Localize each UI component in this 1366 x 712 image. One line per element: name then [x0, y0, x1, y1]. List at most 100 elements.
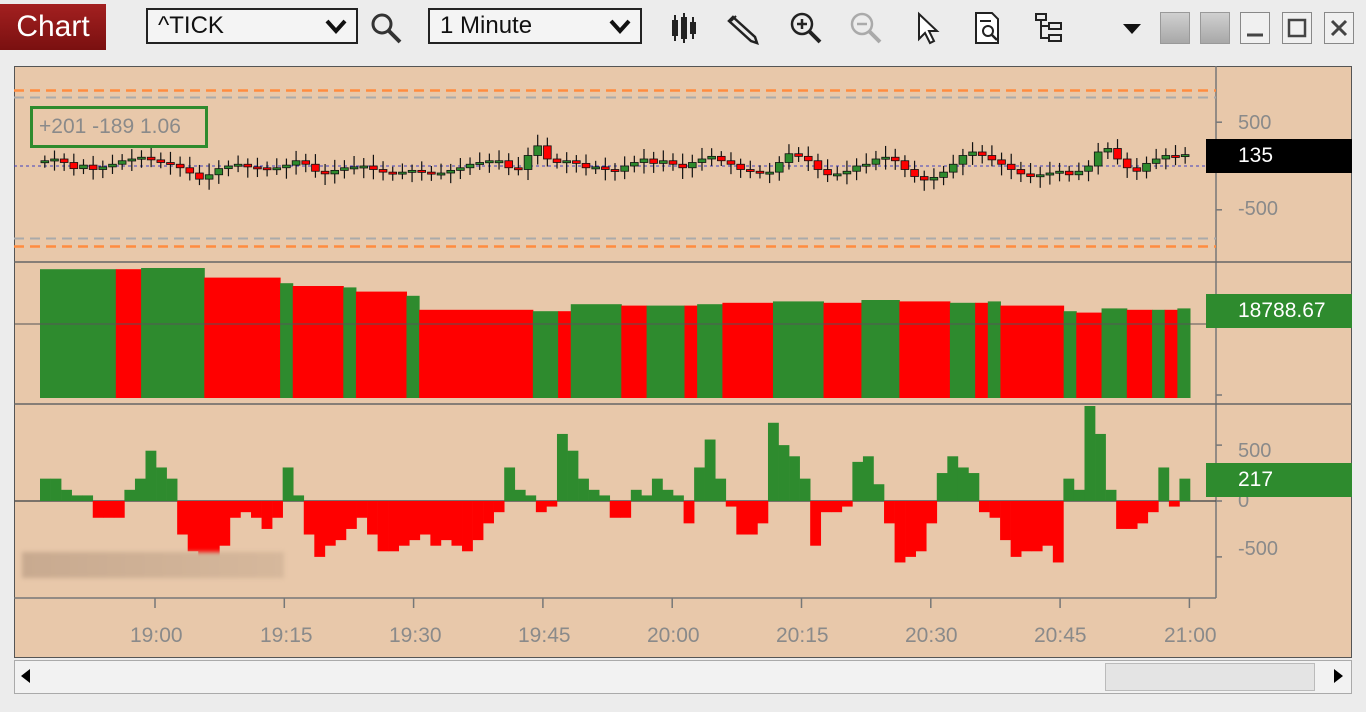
histogram-bar	[599, 495, 611, 501]
histogram-bar	[894, 501, 906, 563]
area-bar	[355, 291, 407, 398]
candle-body	[1161, 155, 1171, 160]
zoom-out-button[interactable]	[846, 8, 886, 48]
candle-body	[417, 169, 426, 173]
scroll-right-arrow-icon[interactable]	[1334, 669, 1343, 683]
panel-button-1[interactable]	[1160, 12, 1190, 44]
histogram-bar	[335, 501, 347, 541]
search-button[interactable]	[366, 8, 406, 48]
close-button[interactable]	[1324, 12, 1354, 44]
restore-button[interactable]	[1282, 12, 1312, 44]
candle-body	[282, 164, 291, 169]
minimize-button[interactable]	[1240, 12, 1270, 44]
histogram-bar	[715, 478, 727, 501]
candle-body	[852, 165, 861, 172]
candle-body	[1113, 148, 1122, 160]
candle-body	[233, 163, 243, 167]
histogram-bar	[725, 501, 737, 507]
candle-body	[320, 170, 330, 175]
candle-body	[195, 172, 204, 180]
histogram-bar	[1021, 501, 1033, 552]
candle-body	[610, 169, 620, 172]
histogram-bar	[303, 501, 315, 535]
candle-body	[272, 167, 282, 171]
histogram-bar	[113, 501, 125, 518]
candle-body	[156, 159, 166, 163]
panel3-ytick-500: 500	[1238, 440, 1272, 462]
candle-body	[649, 158, 658, 164]
zoom-in-button[interactable]	[786, 8, 826, 48]
candle-body	[224, 165, 233, 170]
histogram-bar	[1042, 501, 1054, 546]
candle-body	[369, 165, 378, 170]
histogram-bar	[746, 501, 758, 535]
pointer-icon	[918, 11, 940, 45]
histogram-bar	[862, 456, 874, 501]
panel1-ytick-500: 500	[1238, 112, 1272, 134]
candle-body	[987, 155, 997, 161]
area-bar	[646, 305, 686, 398]
histogram-bar	[588, 489, 600, 501]
scroll-left-arrow-icon[interactable]	[21, 669, 30, 683]
panel3-ytick-0: 0	[1238, 490, 1250, 512]
histogram-bar	[799, 478, 811, 501]
histogram-bar	[1158, 467, 1170, 501]
candle-body	[581, 162, 591, 169]
histogram-bar	[1084, 406, 1096, 501]
pointer-button[interactable]	[906, 8, 946, 48]
candle-body	[1151, 158, 1161, 164]
x-axis-label: 19:15	[260, 624, 313, 647]
area-bar	[558, 311, 572, 398]
symbol-dropdown[interactable]: ^TICK	[146, 8, 358, 44]
histogram-bar	[578, 478, 589, 501]
candle-body	[378, 169, 388, 173]
area-bar	[115, 269, 142, 398]
menu-dropdown-button[interactable]	[1112, 8, 1152, 48]
candle-body	[639, 158, 649, 163]
candle-body	[833, 173, 842, 177]
histogram-bar	[926, 501, 938, 524]
x-axis-label: 19:00	[130, 624, 183, 647]
close-icon	[1330, 19, 1348, 37]
candle-body	[185, 167, 195, 174]
data-box-button[interactable]	[968, 8, 1008, 48]
candle-body	[407, 169, 417, 173]
histogram-bar	[1137, 501, 1149, 524]
chart-style-button[interactable]	[664, 8, 704, 48]
candle-body	[736, 163, 745, 170]
chart-tab[interactable]: Chart	[0, 4, 106, 50]
histogram-bar	[736, 501, 748, 535]
candle-body	[977, 151, 987, 156]
histogram-bar	[430, 501, 442, 546]
candle-body	[910, 169, 919, 177]
area-bar	[1152, 309, 1166, 398]
histogram-bar	[514, 489, 526, 501]
candle-body	[794, 153, 803, 157]
candle-body	[968, 151, 977, 156]
histogram-bar	[1126, 501, 1138, 529]
histogram-bar	[957, 467, 969, 501]
candle-body	[40, 160, 50, 164]
interval-dropdown[interactable]: 1 Minute	[428, 8, 642, 44]
draw-button[interactable]	[724, 8, 764, 48]
horizontal-scrollbar[interactable]	[14, 660, 1352, 694]
panel3-last-value-tag: 217	[1206, 463, 1352, 497]
histogram-bar	[778, 445, 790, 501]
area-bar	[722, 302, 774, 398]
scroll-thumb[interactable]	[1105, 663, 1315, 691]
panel1-last-price-tag: 135	[1206, 139, 1352, 173]
area-bar	[1000, 305, 1065, 398]
toolbar: Chart ^TICK 1 Minute	[0, 0, 1366, 56]
candle-body	[890, 156, 900, 162]
candle-body	[688, 162, 697, 169]
candle-body	[485, 160, 494, 164]
panel-button-2[interactable]	[1200, 12, 1230, 44]
histogram-bar	[240, 501, 252, 513]
layout-button[interactable]	[1030, 8, 1070, 48]
histogram-bar	[187, 501, 199, 552]
candle-body	[900, 160, 910, 170]
area-bar	[899, 301, 951, 398]
histogram-bar	[915, 501, 927, 552]
candle-body	[630, 162, 639, 167]
